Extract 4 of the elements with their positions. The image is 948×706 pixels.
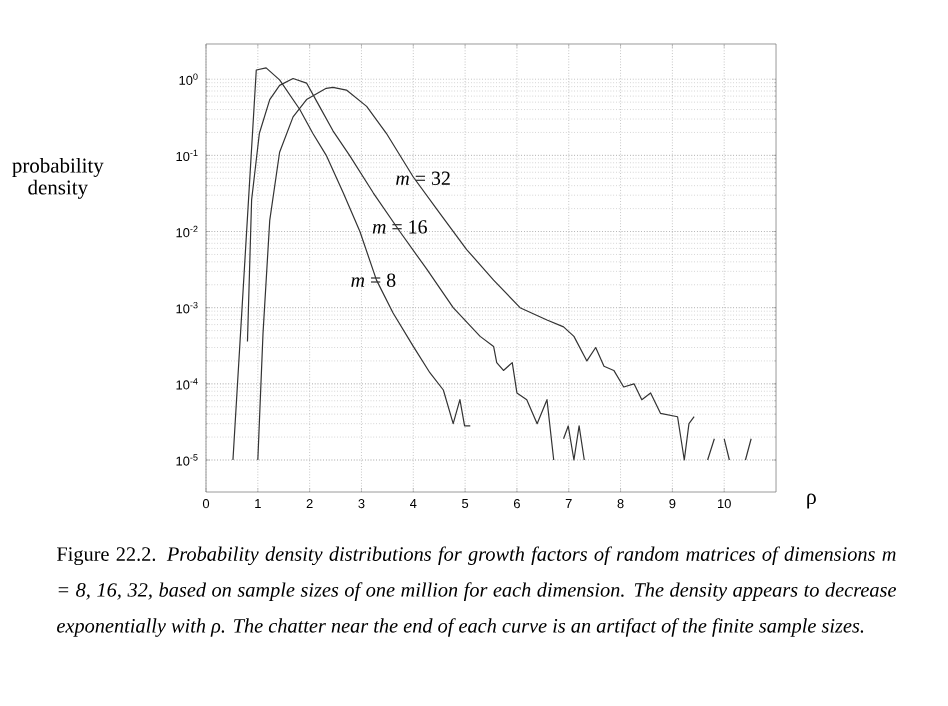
annotation: m = 32 [396,171,450,185]
x-axis-title: ρ [807,493,816,509]
caption: Figure 22.2. Probability density distributions for growth factors of random matrices of dimensions m = 8, 16, 32, based on sample sizes of one million for each dimension. The density appears to decrease exponentially with ρ. The chatter near the end of each curve is an artifact of the finite sample sizes. [57,546,897,637]
y-axis-title: probability density [12,157,104,199]
